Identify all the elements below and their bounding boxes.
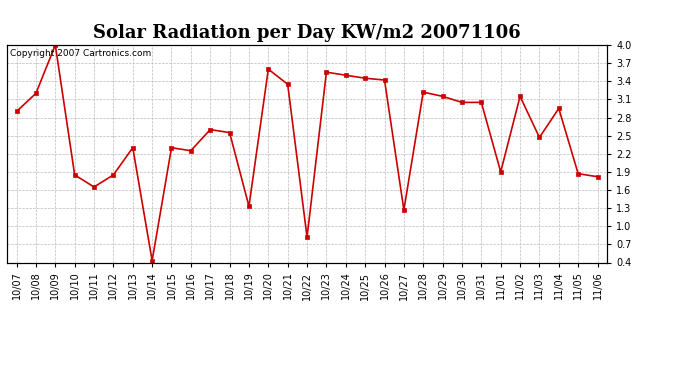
Title: Solar Radiation per Day KW/m2 20071106: Solar Radiation per Day KW/m2 20071106	[93, 24, 521, 42]
Text: Copyright 2007 Cartronics.com: Copyright 2007 Cartronics.com	[10, 50, 151, 58]
